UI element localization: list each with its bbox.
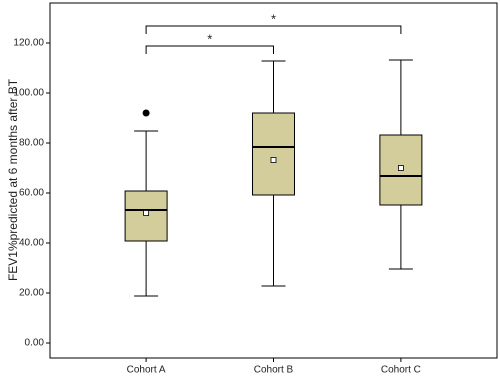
y-tick-label: 100.00 (13, 88, 44, 99)
y-axis-label: FEV1%predicted at 6 months after BT (6, 78, 20, 281)
y-tick-label: 20.00 (19, 288, 44, 299)
x-tick-label: Cohort C (381, 365, 421, 376)
significance-bracket (145, 25, 402, 34)
x-tick-label: Cohort B (254, 365, 294, 376)
y-tick-label: 0.00 (25, 338, 45, 349)
mean (143, 210, 150, 216)
y-tick-label: 60.00 (19, 188, 44, 199)
y-tick-label: 80.00 (19, 138, 44, 149)
y-tick-label: 40.00 (19, 238, 44, 249)
significance-marker: * (207, 31, 212, 46)
mean (270, 157, 277, 163)
outlier (142, 109, 150, 117)
box (124, 190, 168, 242)
significance-bracket (145, 45, 274, 54)
significance-marker: * (271, 11, 276, 26)
mean (397, 165, 404, 171)
box (252, 112, 295, 196)
x-tick-label: Cohort A (127, 365, 166, 376)
y-tick-label: 120.00 (13, 38, 44, 49)
